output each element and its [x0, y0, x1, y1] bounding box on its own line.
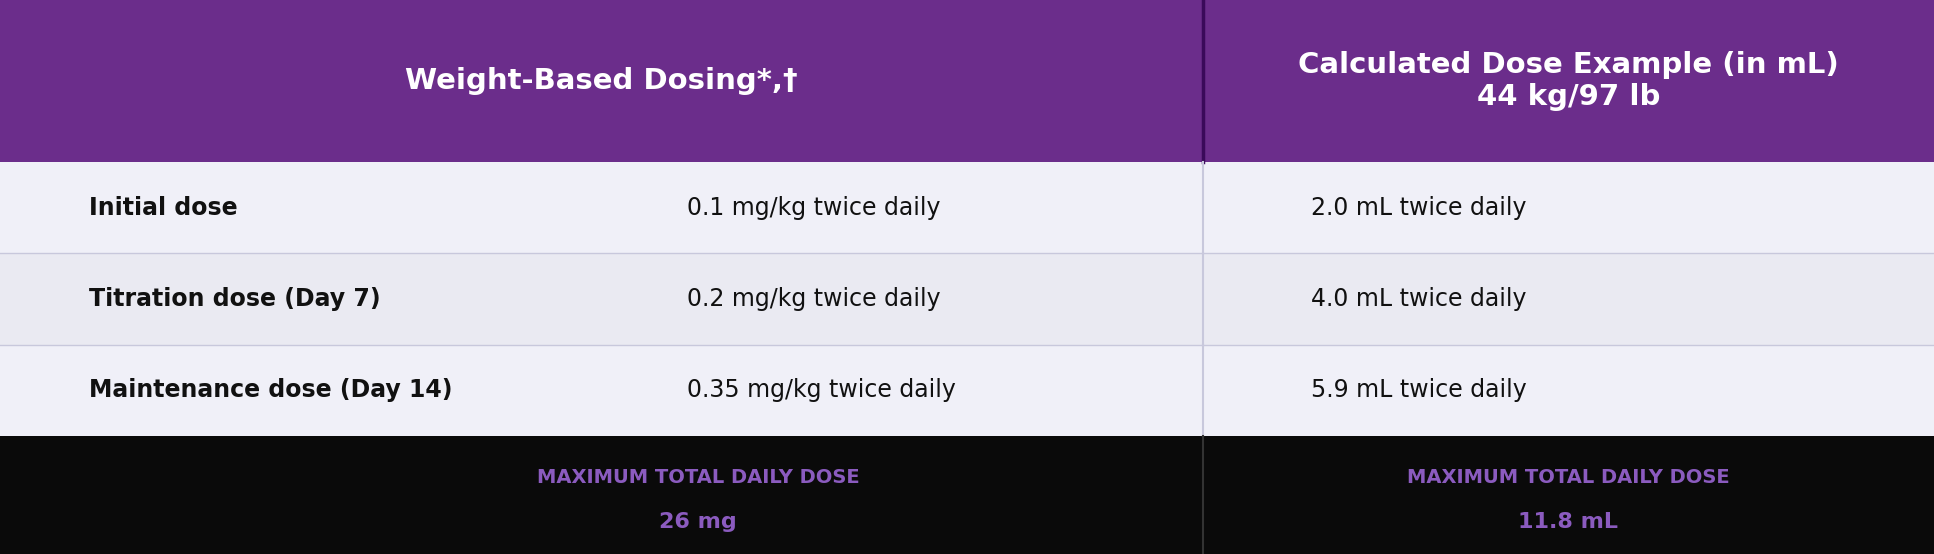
Text: Initial dose: Initial dose — [89, 196, 238, 220]
Bar — [0, 0, 1934, 162]
Text: MAXIMUM TOTAL DAILY DOSE: MAXIMUM TOTAL DAILY DOSE — [1408, 468, 1729, 487]
Bar — [0, 253, 1934, 345]
Text: 5.9 mL twice daily: 5.9 mL twice daily — [1311, 378, 1528, 402]
Text: 0.35 mg/kg twice daily: 0.35 mg/kg twice daily — [687, 378, 955, 402]
Text: Maintenance dose (Day 14): Maintenance dose (Day 14) — [89, 378, 453, 402]
Text: 0.1 mg/kg twice daily: 0.1 mg/kg twice daily — [687, 196, 940, 220]
Text: 26 mg: 26 mg — [659, 512, 737, 532]
Text: 4.0 mL twice daily: 4.0 mL twice daily — [1311, 287, 1526, 311]
Bar — [0, 162, 1934, 253]
Bar — [0, 345, 1934, 436]
Bar — [0, 436, 1934, 554]
Text: Titration dose (Day 7): Titration dose (Day 7) — [89, 287, 381, 311]
Text: MAXIMUM TOTAL DAILY DOSE: MAXIMUM TOTAL DAILY DOSE — [538, 468, 859, 487]
Text: 11.8 mL: 11.8 mL — [1518, 512, 1619, 532]
Text: 2.0 mL twice daily: 2.0 mL twice daily — [1311, 196, 1526, 220]
Text: Weight-Based Dosing*,†: Weight-Based Dosing*,† — [404, 67, 799, 95]
Text: 0.2 mg/kg twice daily: 0.2 mg/kg twice daily — [687, 287, 940, 311]
Text: Calculated Dose Example (in mL)
44 kg/97 lb: Calculated Dose Example (in mL) 44 kg/97… — [1298, 51, 1839, 111]
